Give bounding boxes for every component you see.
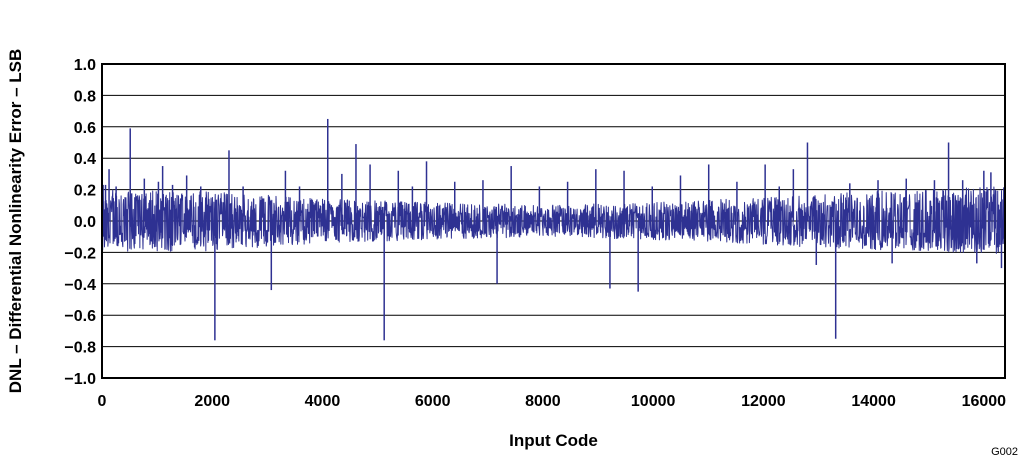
x-tick-label: 2000 [194,393,230,410]
figure-id: G002 [991,446,1018,458]
y-axis-title: DNL – Differential Nonlinearity Error – … [6,49,25,393]
x-axis-title: Input Code [509,431,598,450]
x-tick-label: 12000 [741,393,786,410]
y-tick-label: −0.2 [64,245,96,262]
y-tick-labels: −1.0 −0.8 −0.6 −0.4 −0.2 0.0 0.2 0.4 0.6 0.8 1.0 [64,57,96,388]
spike-series [102,118,1003,341]
x-tick-label: 16000 [962,393,1007,410]
x-tick-label: 14000 [851,393,896,410]
plot-area-frame [101,63,1006,379]
noise-line [101,186,1006,254]
x-tick-label: 6000 [415,393,451,410]
y-tick-label: −1.0 [64,371,96,388]
y-tick-label: −0.8 [64,340,96,357]
y-tick-label: 0.2 [74,183,96,200]
x-tick-label: 10000 [631,393,676,410]
y-tick-label: 1.0 [74,57,96,74]
y-tick-label: 0.8 [74,88,96,105]
noise-trace [101,186,1006,254]
x-tick-label: 4000 [305,393,341,410]
y-tick-label: 0.6 [74,120,96,137]
x-tick-labels: 0 2000 4000 6000 8000 10000 12000 14000 16000 [98,393,1007,410]
y-tick-label: −0.6 [64,308,96,325]
y-tick-label: 0.4 [74,151,96,168]
y-tick-label: 0.0 [74,214,96,231]
x-tick-label: 8000 [525,393,561,410]
y-tick-label: −0.4 [64,277,96,294]
x-tick-label: 0 [98,393,107,410]
